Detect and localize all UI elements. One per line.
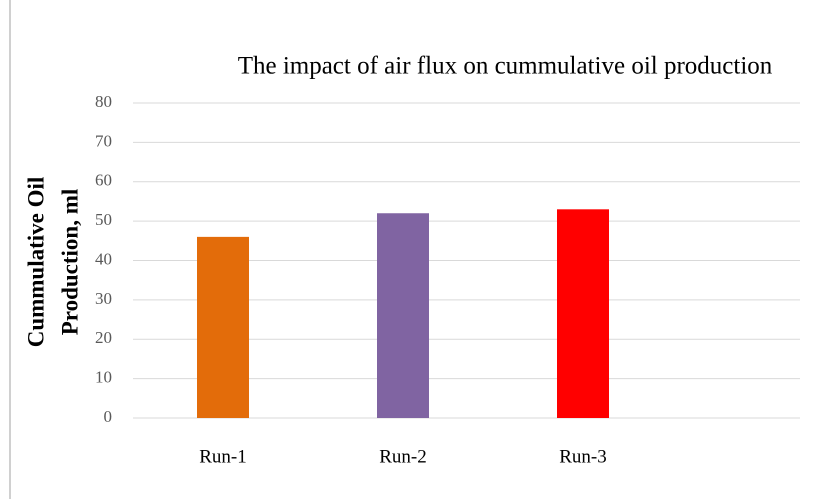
bar [197, 236, 249, 418]
x-tick-label: Run-2 [379, 446, 427, 467]
y-tick-label: 70 [95, 131, 112, 150]
y-tick-label: 10 [95, 368, 112, 387]
y-tick-label: 40 [95, 249, 112, 268]
x-tick-label: Run-3 [559, 446, 607, 467]
bar [377, 213, 429, 418]
y-tick-label: 30 [95, 289, 112, 308]
y-axis-label: Cummulative Oil [23, 177, 48, 348]
y-tick-label: 50 [95, 210, 112, 229]
y-tick-label: 60 [95, 171, 112, 190]
y-tick-label: 20 [95, 328, 112, 347]
y-tick-label: 0 [104, 407, 113, 426]
y-tick-label: 80 [95, 92, 112, 111]
bar [557, 209, 609, 418]
y-axis-label: Production, ml [57, 189, 82, 336]
chart-title: The impact of air flux on cummulative oi… [238, 53, 773, 80]
x-tick-label: Run-1 [199, 446, 247, 467]
